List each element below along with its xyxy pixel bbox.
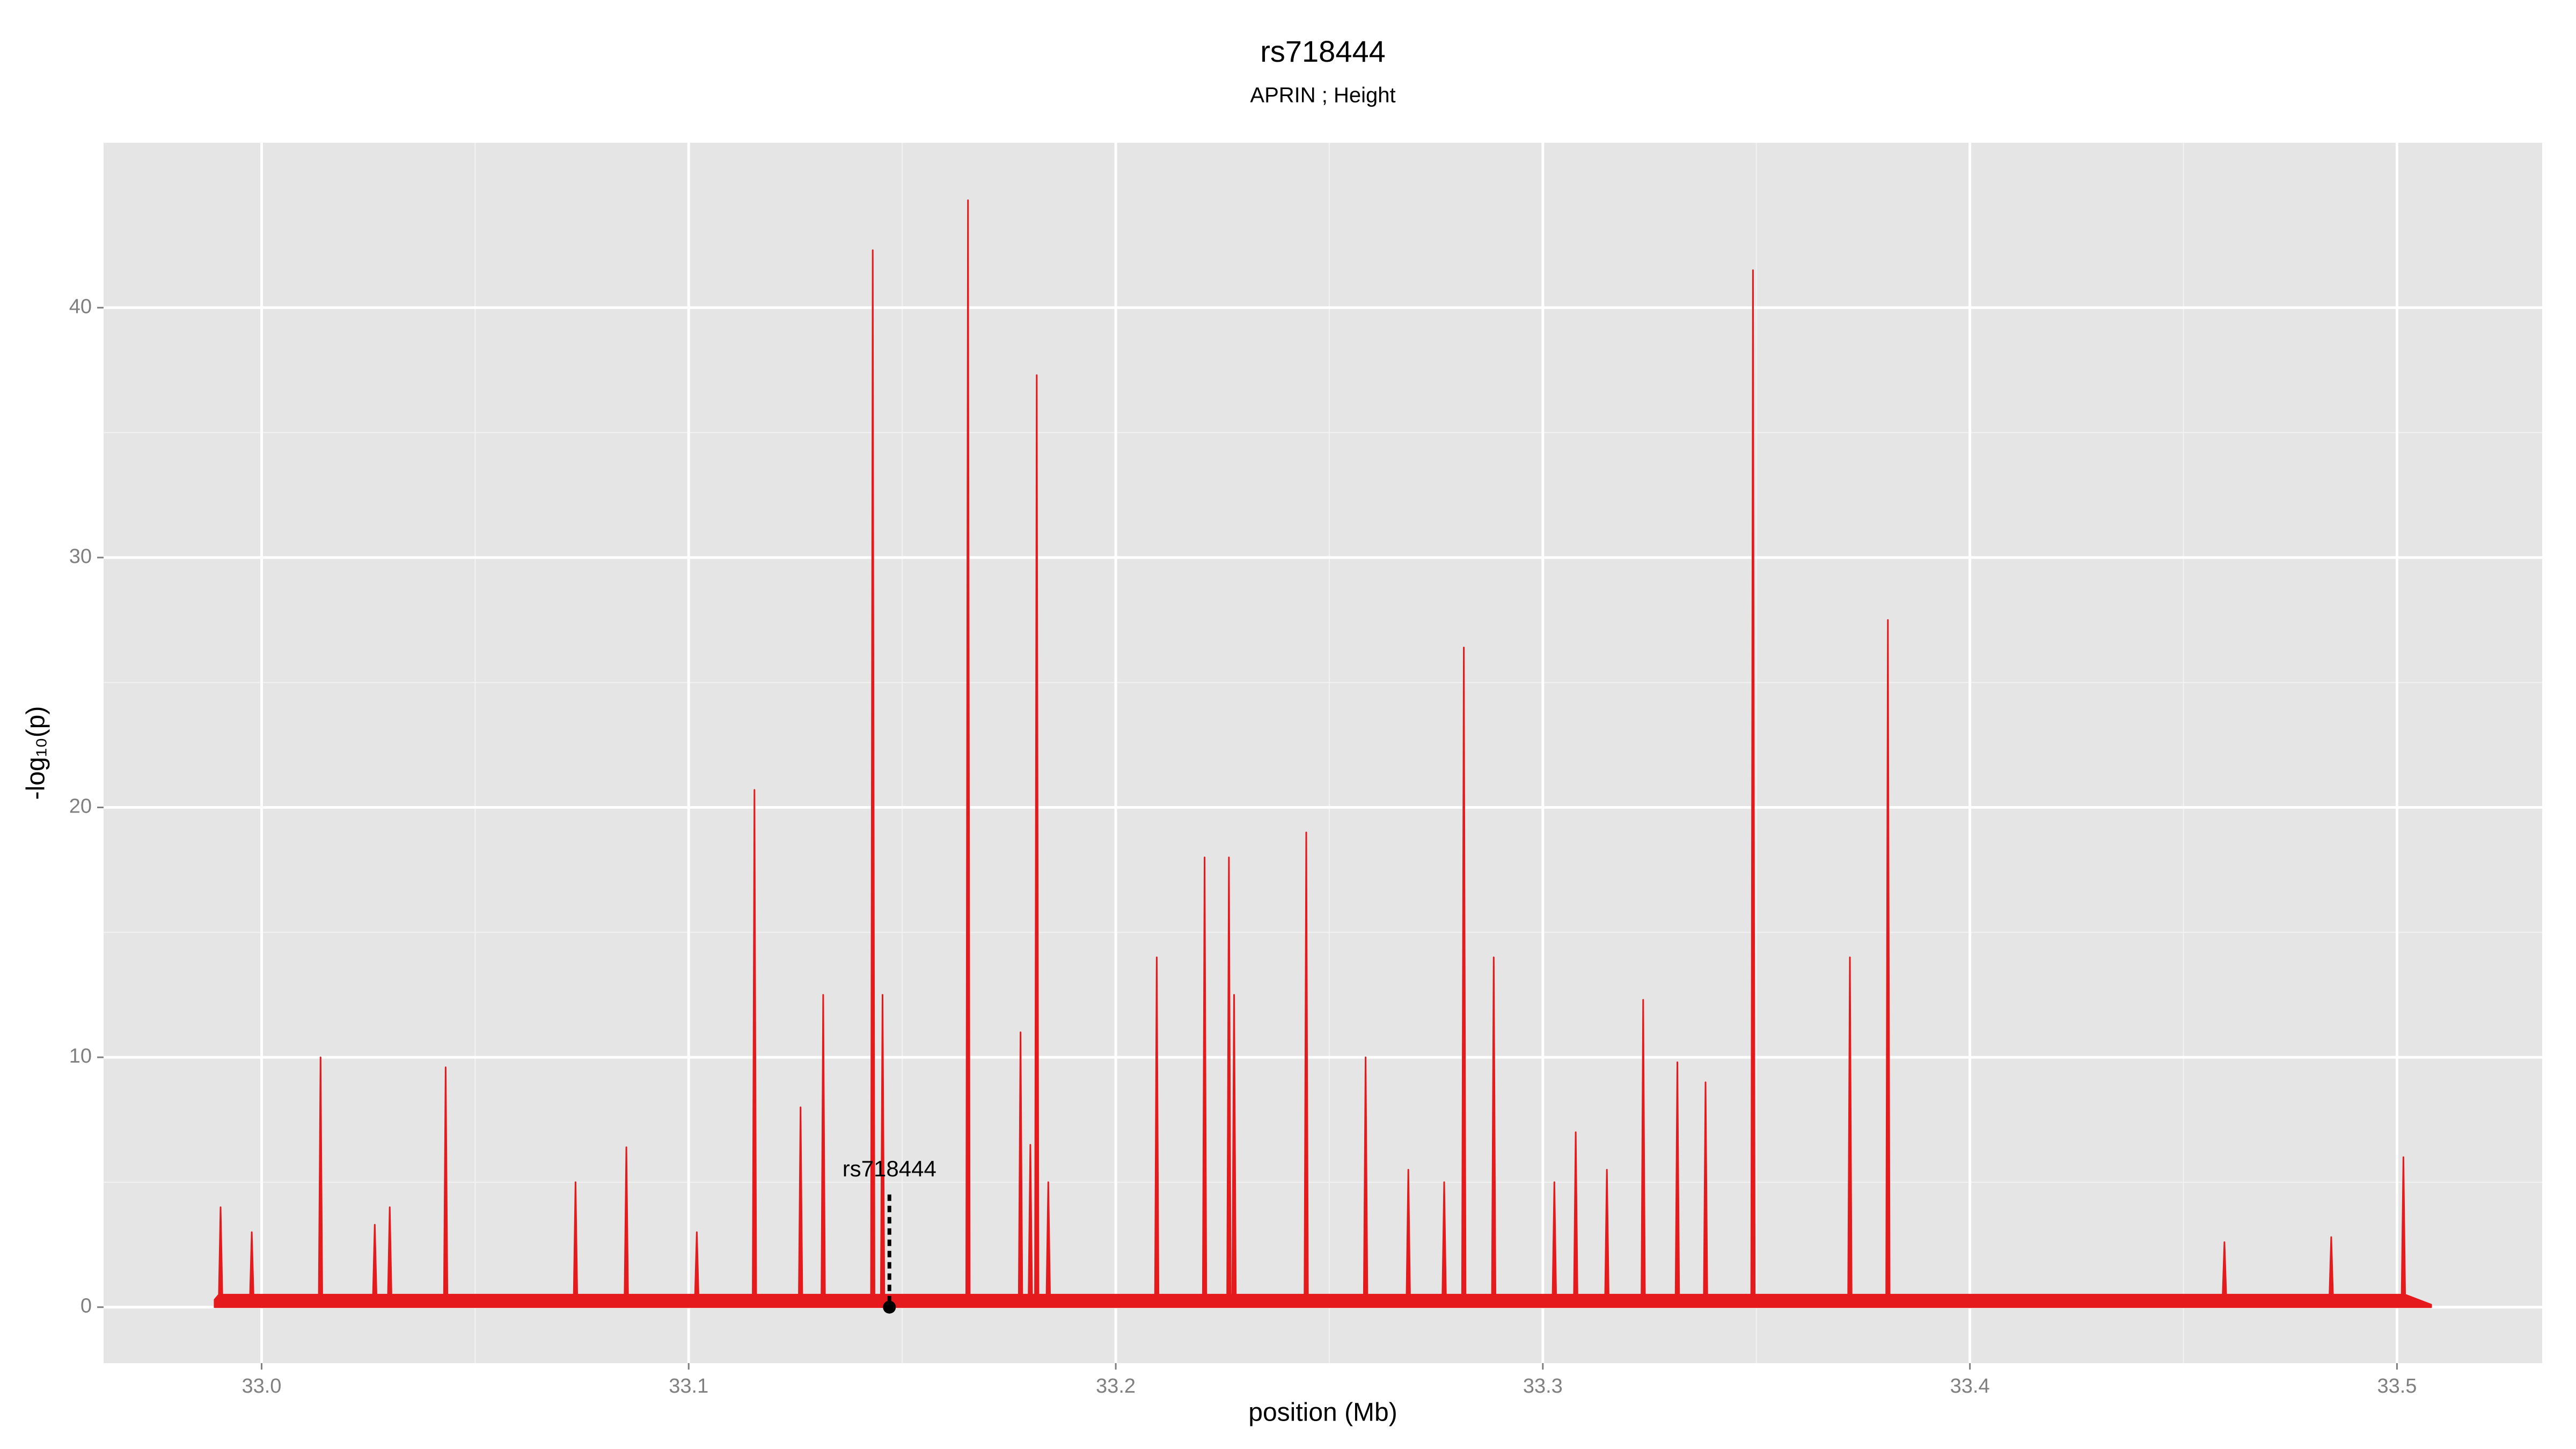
plot-panel <box>104 143 2542 1363</box>
chart-title: rs718444 <box>1260 34 1386 68</box>
x-tick-label: 33.2 <box>1096 1375 1136 1397</box>
y-tick-label: 10 <box>69 1045 92 1067</box>
annotation-point <box>883 1300 896 1314</box>
chart-subtitle: APRIN ; Height <box>1250 84 1395 107</box>
plot-layer: rs718444 <box>104 143 2542 1363</box>
y-tick-label: 40 <box>69 295 92 318</box>
y-tick-label: 30 <box>69 545 92 568</box>
x-axis-label: position (Mb) <box>1248 1399 1397 1427</box>
x-tick-label: 33.4 <box>1950 1375 1990 1397</box>
y-tick-label: 0 <box>80 1295 92 1318</box>
x-tick-label: 33.5 <box>2377 1375 2417 1397</box>
y-axis-label: -log₁₀(p) <box>22 706 50 800</box>
x-tick-label: 33.1 <box>669 1375 708 1397</box>
y-tick-label: 20 <box>69 795 92 818</box>
annotation-label: rs718444 <box>843 1156 936 1181</box>
x-tick-label: 33.3 <box>1523 1375 1563 1397</box>
x-tick-label: 33.0 <box>241 1375 281 1397</box>
area-line <box>214 199 2432 1308</box>
